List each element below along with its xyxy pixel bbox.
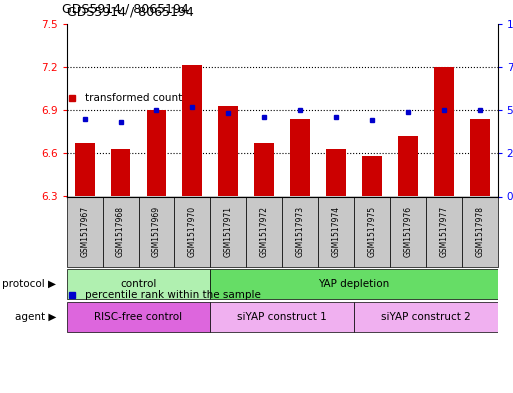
Text: GSM1517967: GSM1517967 xyxy=(80,206,89,257)
Text: GSM1517976: GSM1517976 xyxy=(403,206,412,257)
Text: GSM1517977: GSM1517977 xyxy=(439,206,448,257)
Text: percentile rank within the sample: percentile rank within the sample xyxy=(85,290,261,300)
Bar xyxy=(290,119,310,196)
Text: GSM1517970: GSM1517970 xyxy=(188,206,197,257)
Bar xyxy=(139,196,174,267)
Bar xyxy=(67,196,103,267)
Text: GSM1517971: GSM1517971 xyxy=(224,206,233,257)
Bar xyxy=(75,143,94,196)
Text: GSM1517975: GSM1517975 xyxy=(367,206,377,257)
Text: control: control xyxy=(121,279,156,289)
Bar xyxy=(254,143,274,196)
Bar xyxy=(210,302,354,332)
Bar xyxy=(246,196,282,267)
Text: GDS5914 / 8065194: GDS5914 / 8065194 xyxy=(62,3,188,16)
Text: GSM1517973: GSM1517973 xyxy=(295,206,305,257)
Bar xyxy=(67,269,210,299)
Text: YAP depletion: YAP depletion xyxy=(319,279,389,289)
Text: transformed count: transformed count xyxy=(85,93,182,103)
Text: agent ▶: agent ▶ xyxy=(15,312,56,322)
Bar xyxy=(174,196,210,267)
Text: GSM1517968: GSM1517968 xyxy=(116,206,125,257)
Bar xyxy=(462,196,498,267)
Text: siYAP construct 2: siYAP construct 2 xyxy=(381,312,470,322)
Bar xyxy=(282,196,318,267)
Bar xyxy=(354,302,498,332)
Bar xyxy=(219,106,238,196)
Text: protocol ▶: protocol ▶ xyxy=(3,279,56,289)
Text: GSM1517974: GSM1517974 xyxy=(331,206,341,257)
Bar xyxy=(318,196,354,267)
Bar xyxy=(390,196,426,267)
Bar xyxy=(426,196,462,267)
Text: siYAP construct 1: siYAP construct 1 xyxy=(238,312,327,322)
Bar xyxy=(183,65,202,196)
Text: GDS5914 / 8065194: GDS5914 / 8065194 xyxy=(67,5,193,18)
Bar xyxy=(354,196,390,267)
Bar xyxy=(103,196,139,267)
Bar xyxy=(326,149,346,196)
Bar xyxy=(362,156,382,196)
Bar xyxy=(147,110,166,196)
Bar xyxy=(111,149,130,196)
Bar xyxy=(398,136,418,196)
Text: GSM1517969: GSM1517969 xyxy=(152,206,161,257)
Text: GSM1517972: GSM1517972 xyxy=(260,206,269,257)
Bar xyxy=(210,196,246,267)
Text: GSM1517978: GSM1517978 xyxy=(475,206,484,257)
Bar xyxy=(210,269,498,299)
Bar xyxy=(470,119,489,196)
Text: RISC-free control: RISC-free control xyxy=(94,312,183,322)
Bar xyxy=(434,67,453,196)
Bar xyxy=(67,302,210,332)
